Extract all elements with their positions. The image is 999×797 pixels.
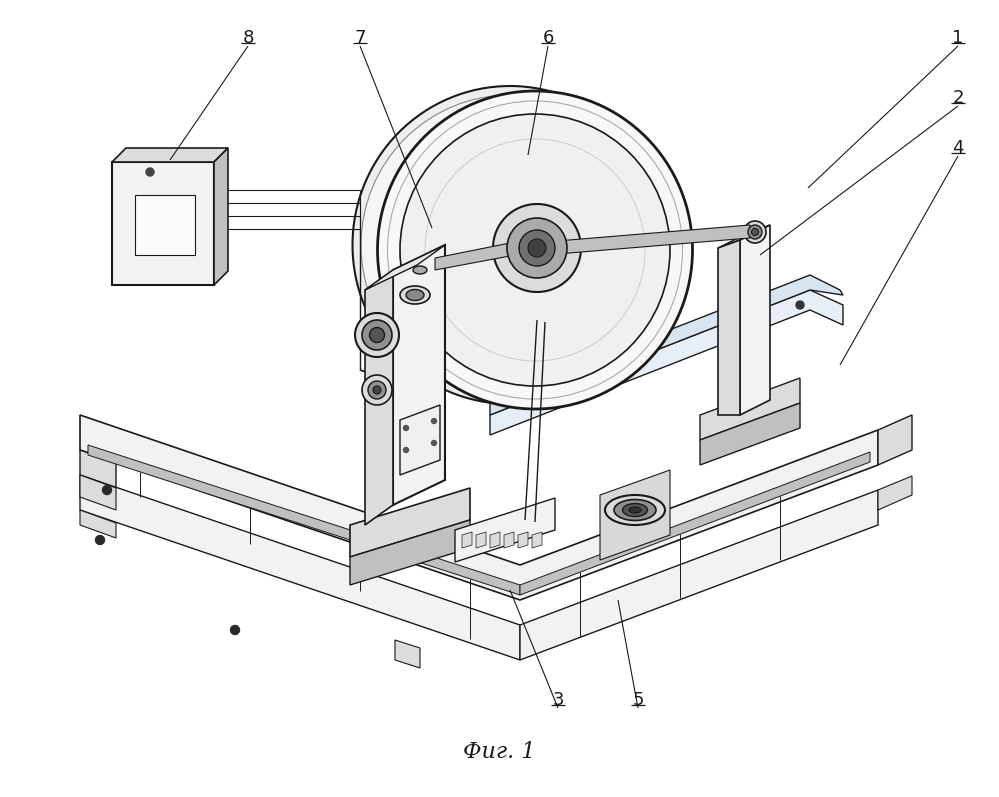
Polygon shape — [878, 415, 912, 465]
Ellipse shape — [406, 289, 424, 300]
Polygon shape — [80, 415, 878, 600]
Polygon shape — [112, 148, 228, 162]
Polygon shape — [135, 195, 195, 255]
Circle shape — [231, 626, 240, 634]
Ellipse shape — [744, 221, 766, 243]
Ellipse shape — [361, 95, 659, 395]
Ellipse shape — [373, 386, 381, 394]
Polygon shape — [476, 532, 486, 548]
Polygon shape — [393, 245, 445, 505]
Polygon shape — [520, 490, 878, 660]
Polygon shape — [365, 270, 393, 525]
Polygon shape — [80, 475, 520, 660]
Text: Фиг. 1: Фиг. 1 — [463, 741, 535, 763]
Polygon shape — [490, 532, 500, 548]
Circle shape — [96, 536, 105, 544]
Text: 4: 4 — [952, 139, 964, 157]
Text: 8: 8 — [243, 29, 254, 47]
Ellipse shape — [378, 91, 692, 409]
Circle shape — [432, 418, 437, 423]
Polygon shape — [878, 476, 912, 510]
Text: 7: 7 — [355, 29, 366, 47]
Ellipse shape — [493, 204, 581, 292]
Ellipse shape — [355, 313, 399, 357]
Text: 2: 2 — [952, 89, 964, 107]
Ellipse shape — [519, 230, 555, 266]
Polygon shape — [80, 475, 116, 510]
Polygon shape — [365, 245, 445, 290]
Ellipse shape — [353, 86, 667, 404]
Ellipse shape — [605, 495, 665, 525]
Ellipse shape — [362, 320, 392, 350]
Polygon shape — [518, 532, 528, 548]
Ellipse shape — [622, 504, 647, 516]
Polygon shape — [490, 290, 843, 435]
Ellipse shape — [751, 229, 758, 235]
Ellipse shape — [413, 266, 427, 274]
Ellipse shape — [400, 286, 430, 304]
Polygon shape — [112, 162, 214, 285]
Polygon shape — [214, 148, 228, 285]
Polygon shape — [88, 445, 520, 595]
Polygon shape — [700, 403, 800, 465]
Circle shape — [146, 168, 154, 176]
Polygon shape — [490, 275, 843, 415]
Circle shape — [404, 447, 409, 453]
Ellipse shape — [748, 225, 762, 239]
Polygon shape — [600, 470, 670, 560]
Ellipse shape — [370, 328, 385, 343]
Text: 3: 3 — [552, 691, 563, 709]
Polygon shape — [718, 225, 770, 248]
Circle shape — [432, 441, 437, 446]
Circle shape — [404, 426, 409, 430]
Polygon shape — [462, 532, 472, 548]
Polygon shape — [80, 510, 116, 538]
Polygon shape — [455, 498, 555, 562]
Circle shape — [796, 301, 804, 309]
Polygon shape — [395, 640, 420, 668]
Polygon shape — [80, 450, 116, 488]
Polygon shape — [520, 452, 870, 595]
Text: 1: 1 — [952, 29, 964, 47]
Polygon shape — [504, 532, 514, 548]
Polygon shape — [350, 488, 470, 557]
Ellipse shape — [528, 239, 546, 257]
Text: 5: 5 — [632, 691, 643, 709]
Polygon shape — [700, 378, 800, 440]
Text: 6: 6 — [542, 29, 553, 47]
Ellipse shape — [368, 381, 386, 399]
Polygon shape — [400, 405, 440, 475]
Polygon shape — [718, 240, 740, 415]
Polygon shape — [435, 243, 510, 270]
Polygon shape — [740, 225, 770, 415]
Ellipse shape — [629, 507, 641, 513]
Polygon shape — [350, 520, 470, 585]
Polygon shape — [532, 532, 542, 548]
Polygon shape — [545, 225, 750, 255]
Ellipse shape — [362, 375, 392, 405]
Ellipse shape — [400, 114, 670, 386]
Circle shape — [103, 485, 112, 494]
Ellipse shape — [614, 500, 656, 520]
Ellipse shape — [507, 218, 567, 278]
